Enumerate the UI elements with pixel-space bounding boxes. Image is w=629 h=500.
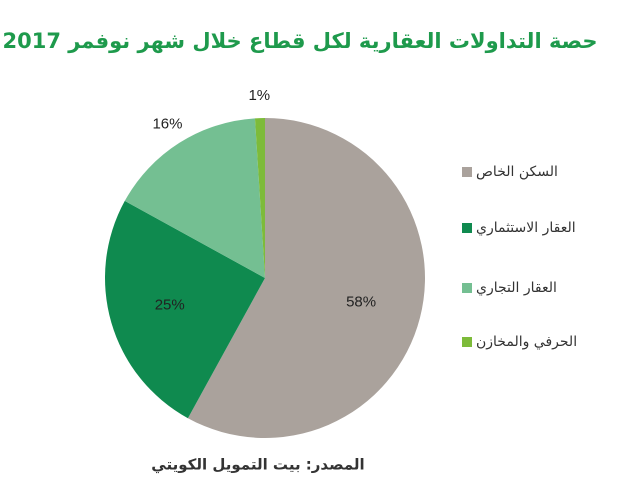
legend-swatch bbox=[462, 283, 472, 293]
legend-swatch bbox=[462, 167, 472, 177]
pie-slice bbox=[105, 200, 265, 419]
legend-swatch bbox=[462, 337, 472, 347]
legend-label: العقار التجاري bbox=[476, 280, 557, 296]
data-label: 25% bbox=[155, 297, 185, 314]
chart-title: حصة التداولات العقارية لكل قطاع خلال شهر… bbox=[2, 29, 597, 53]
data-label: 58% bbox=[346, 294, 376, 311]
source-note: المصدر: بيت التمويل الكويتي bbox=[151, 456, 364, 474]
legend-swatch bbox=[462, 223, 472, 233]
legend-label: العقار الاستثماري bbox=[476, 220, 576, 236]
legend-label: السكن الخاص bbox=[476, 164, 558, 180]
data-label: 16% bbox=[152, 115, 182, 132]
pie-slice bbox=[124, 118, 266, 278]
pie-slice bbox=[187, 118, 425, 438]
pie-slice bbox=[254, 118, 265, 278]
data-label: 1% bbox=[248, 87, 270, 104]
legend-label: الحرفي والمخازن bbox=[476, 334, 577, 350]
